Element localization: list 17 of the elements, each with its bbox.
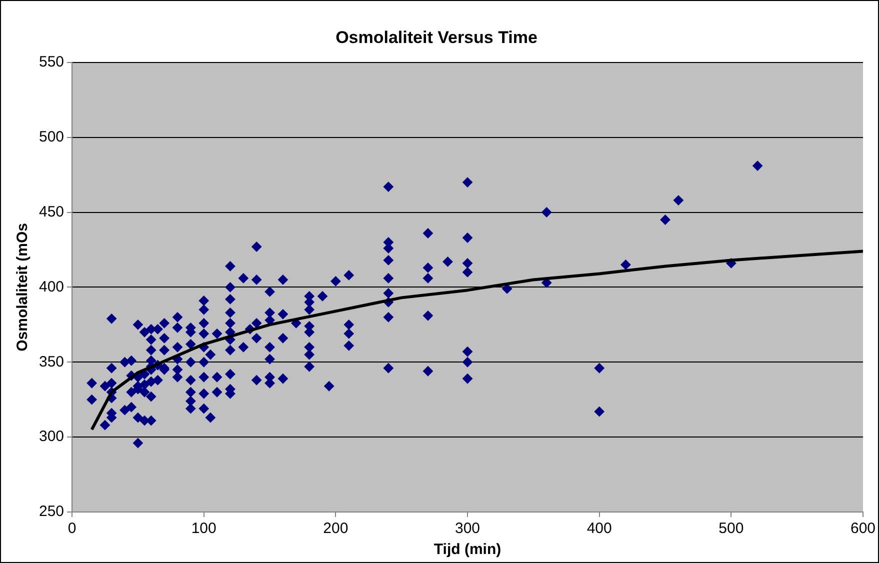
y-tick-label: 250 (38, 503, 64, 520)
x-tick-label: 100 (191, 520, 216, 538)
y-tick-label: 350 (38, 353, 64, 370)
y-tick-label: 300 (38, 428, 64, 446)
y-axis-title: Osmolaliteit (mOs (14, 223, 32, 352)
x-tick-label: 200 (323, 520, 348, 538)
y-tick-label: 500 (38, 128, 64, 146)
x-tick-label: 500 (718, 520, 744, 538)
y-tick-label: 400 (38, 278, 64, 296)
x-tick-label: 300 (455, 520, 480, 538)
x-tick-label: 600 (850, 520, 876, 538)
chart-title: Osmolaliteit Versus Time (336, 28, 538, 47)
x-tick-label: 400 (586, 520, 612, 538)
y-tick-label: 450 (38, 203, 64, 220)
y-tick-label: 550 (38, 54, 64, 71)
x-axis-title: Tijd (min) (434, 541, 502, 558)
x-tick-label: 0 (68, 520, 76, 538)
